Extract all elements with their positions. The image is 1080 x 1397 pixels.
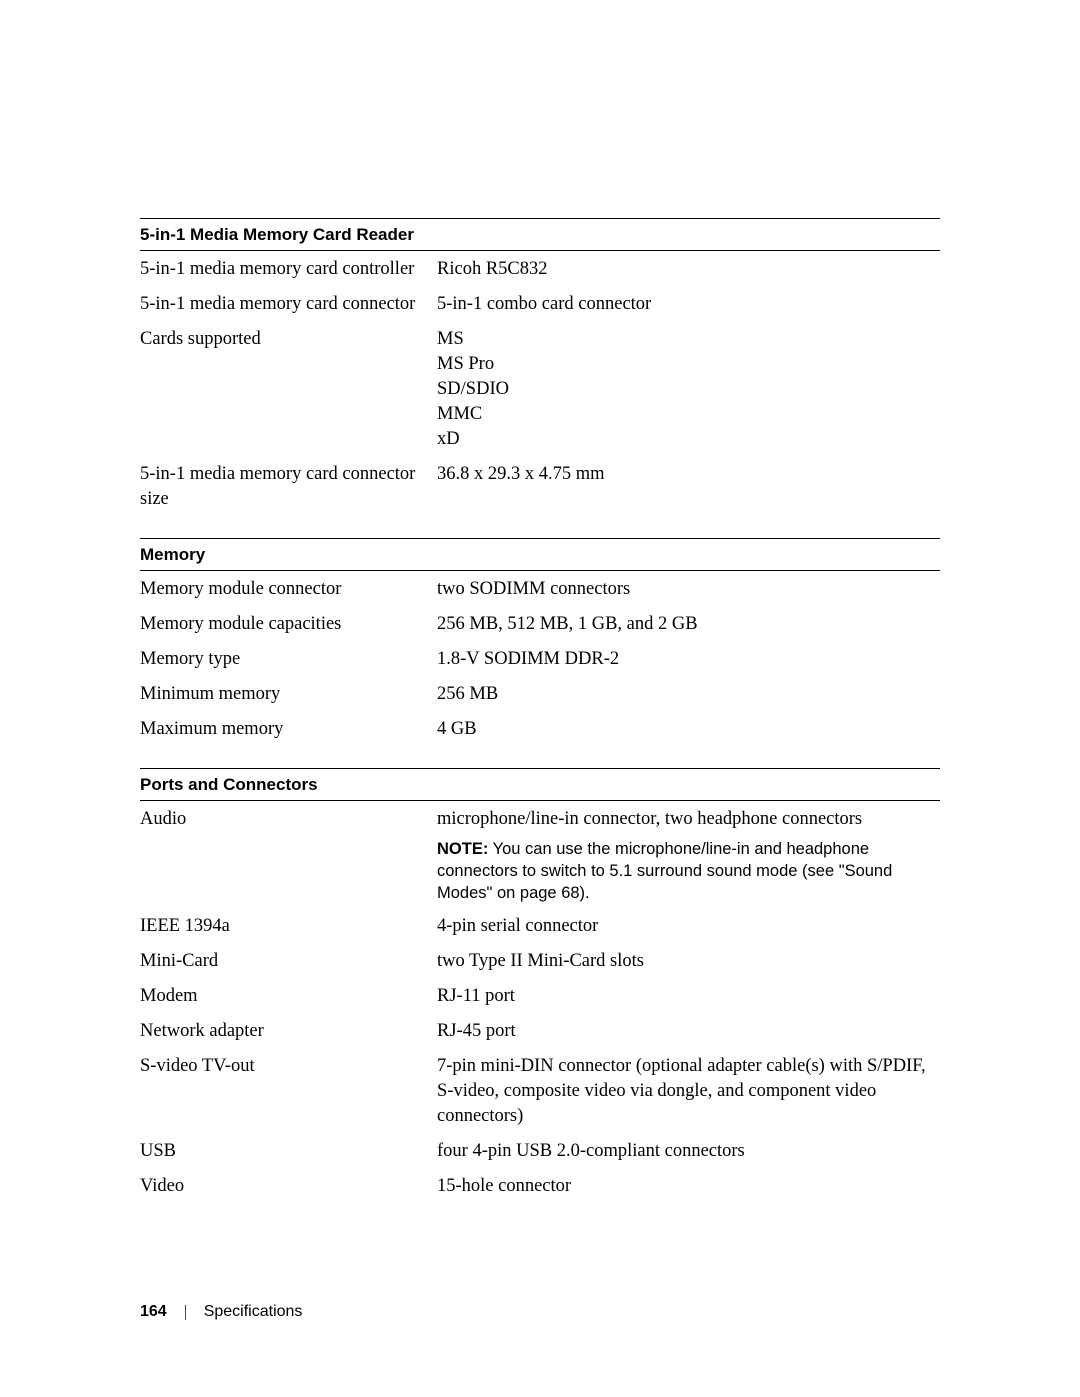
spec-note: NOTE: You can use the microphone/line-in…	[437, 838, 940, 905]
spec-label: IEEE 1394a	[140, 914, 437, 939]
spec-row: Memory module capacities 256 MB, 512 MB,…	[140, 606, 940, 641]
spec-row: Mini-Card two Type II Mini-Card slots	[140, 943, 940, 978]
spec-value: four 4-pin USB 2.0-compliant connectors	[437, 1139, 940, 1164]
spec-value-line: MS Pro	[437, 352, 940, 377]
spec-value-line: MS	[437, 327, 940, 352]
spec-label: 5-in-1 media memory card controller	[140, 257, 437, 282]
spec-label: USB	[140, 1139, 437, 1164]
spec-value: 1.8-V SODIMM DDR-2	[437, 647, 940, 672]
footer-divider	[185, 1305, 186, 1320]
spec-value: 7-pin mini-DIN connector (optional adapt…	[437, 1054, 940, 1129]
spec-value: 15-hole connector	[437, 1174, 940, 1199]
section-header: 5-in-1 Media Memory Card Reader	[140, 218, 940, 251]
spec-value: two Type II Mini-Card slots	[437, 949, 940, 974]
spec-label: Cards supported	[140, 327, 437, 452]
section-media-card-reader: 5-in-1 Media Memory Card Reader 5-in-1 m…	[140, 218, 940, 516]
spec-row: IEEE 1394a 4-pin serial connector	[140, 908, 940, 943]
spec-value: Ricoh R5C832	[437, 257, 940, 282]
section-ports-connectors: Ports and Connectors Audio microphone/li…	[140, 768, 940, 1203]
spec-label: Video	[140, 1174, 437, 1199]
spec-row: Video 15-hole connector	[140, 1168, 940, 1203]
spec-label: Memory module capacities	[140, 612, 437, 637]
spec-label: Network adapter	[140, 1019, 437, 1044]
spec-label: S-video TV-out	[140, 1054, 437, 1129]
page-content: 5-in-1 Media Memory Card Reader 5-in-1 m…	[0, 0, 1080, 1203]
spec-row: Audio microphone/line-in connector, two …	[140, 801, 940, 909]
spec-label: Mini-Card	[140, 949, 437, 974]
spec-value: RJ-45 port	[437, 1019, 940, 1044]
spec-row: 5-in-1 media memory card controller Rico…	[140, 251, 940, 286]
spec-row: 5-in-1 media memory card connector 5-in-…	[140, 286, 940, 321]
note-label: NOTE:	[437, 840, 488, 858]
spec-row: 5-in-1 media memory card connector size …	[140, 456, 940, 516]
section-header: Memory	[140, 538, 940, 571]
section-memory: Memory Memory module connector two SODIM…	[140, 538, 940, 746]
spec-value: 256 MB	[437, 682, 940, 707]
spec-row: Cards supported MS MS Pro SD/SDIO MMC xD	[140, 321, 940, 456]
spec-row: S-video TV-out 7-pin mini-DIN connector …	[140, 1048, 940, 1133]
spec-label: Modem	[140, 984, 437, 1009]
spec-value: 5-in-1 combo card connector	[437, 292, 940, 317]
note-text: You can use the microphone/line-in and h…	[437, 840, 892, 903]
spec-row: Network adapter RJ-45 port	[140, 1013, 940, 1048]
spec-value: 4-pin serial connector	[437, 914, 940, 939]
spec-value: microphone/line-in connector, two headph…	[437, 807, 940, 905]
spec-label: Audio	[140, 807, 437, 905]
spec-row: Memory module connector two SODIMM conne…	[140, 571, 940, 606]
spec-label: Minimum memory	[140, 682, 437, 707]
section-header: Ports and Connectors	[140, 768, 940, 801]
spec-row: Memory type 1.8-V SODIMM DDR-2	[140, 641, 940, 676]
spec-value-line: xD	[437, 427, 940, 452]
page-footer: 164 Specifications	[140, 1303, 302, 1321]
spec-row: USB four 4-pin USB 2.0-compliant connect…	[140, 1133, 940, 1168]
page-number: 164	[140, 1303, 167, 1321]
spec-label: 5-in-1 media memory card connector	[140, 292, 437, 317]
spec-value: 256 MB, 512 MB, 1 GB, and 2 GB	[437, 612, 940, 637]
spec-row: Maximum memory 4 GB	[140, 711, 940, 746]
spec-label: Maximum memory	[140, 717, 437, 742]
spec-value: 4 GB	[437, 717, 940, 742]
spec-label: 5-in-1 media memory card connector size	[140, 462, 437, 512]
spec-value-line: SD/SDIO	[437, 377, 940, 402]
spec-value: MS MS Pro SD/SDIO MMC xD	[437, 327, 940, 452]
footer-section-name: Specifications	[204, 1303, 303, 1321]
spec-row: Modem RJ-11 port	[140, 978, 940, 1013]
spec-value-text: microphone/line-in connector, two headph…	[437, 809, 862, 829]
spec-row: Minimum memory 256 MB	[140, 676, 940, 711]
spec-value-line: MMC	[437, 402, 940, 427]
spec-value: RJ-11 port	[437, 984, 940, 1009]
spec-value: two SODIMM connectors	[437, 577, 940, 602]
spec-label: Memory module connector	[140, 577, 437, 602]
spec-value: 36.8 x 29.3 x 4.75 mm	[437, 462, 940, 512]
spec-label: Memory type	[140, 647, 437, 672]
